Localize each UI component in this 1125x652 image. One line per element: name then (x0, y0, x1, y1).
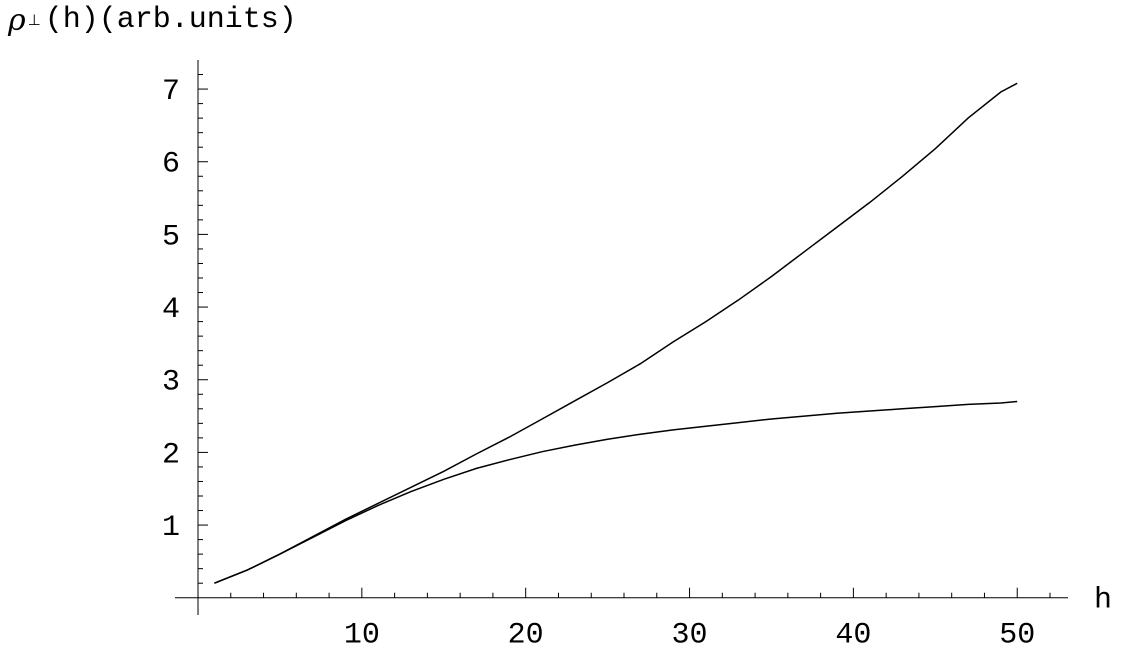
series-line-2 (214, 400, 1018, 584)
x-axis-label: h (1094, 584, 1112, 618)
x-tick-label: 40 (835, 619, 871, 652)
y-tick-label: 5 (162, 220, 180, 254)
y-tick-label: 7 (162, 75, 180, 109)
y-tick-label: 3 (162, 366, 180, 400)
y-tick-label: 2 (162, 438, 180, 472)
series-line-1 (214, 82, 1018, 584)
y-tick-label: 4 (162, 293, 180, 327)
x-tick-label: 20 (508, 619, 544, 652)
x-tick-label: 30 (672, 619, 708, 652)
series-layer (214, 82, 1018, 584)
x-tick-label: 50 (999, 619, 1035, 652)
y-axis-label-text: (h)(arb.units) (44, 3, 297, 37)
axes: 10 20 30 40 50 1 2 3 4 5 6 7 (162, 60, 1068, 652)
y-tick-label: 1 (162, 511, 180, 545)
x-tick-label: 10 (344, 619, 380, 652)
y-axis-label-subscript: ⊥ (27, 11, 41, 29)
y-tick-label: 6 (162, 148, 180, 182)
y-axis-label-symbol: ρ (8, 2, 26, 38)
y-axis-label: ρ ⊥ (h)(arb.units) (8, 0, 297, 40)
